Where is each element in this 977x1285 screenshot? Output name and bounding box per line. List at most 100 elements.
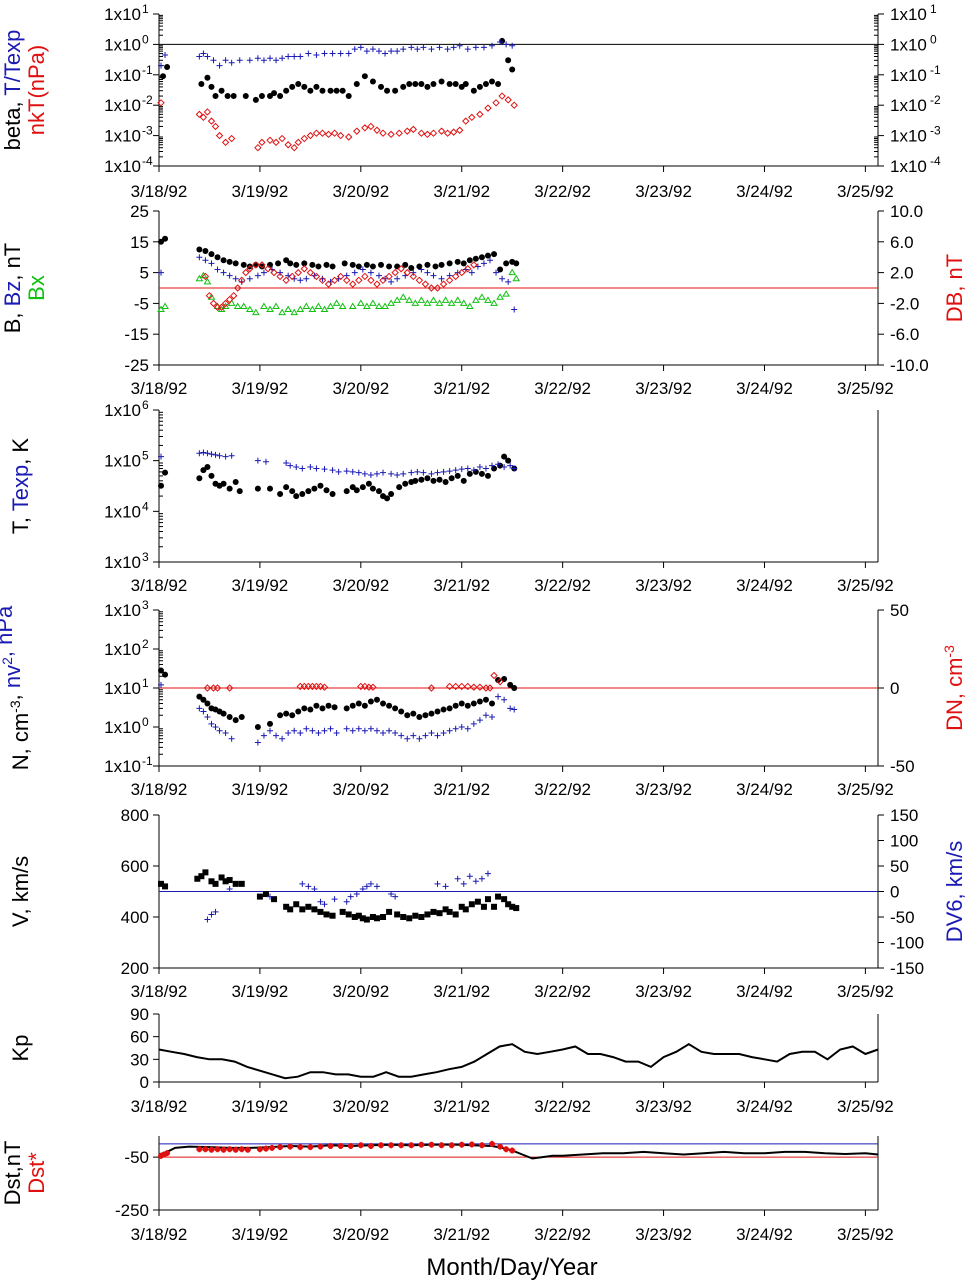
right-y-tick-label: 1x10 [890,96,927,115]
panel-n: 3/18/92 3/19/92 3/20/92 3/21/92 3/22/92 3/23/… [0,598,967,799]
panel-v: 3/18/92 3/19/92 3/20/92 3/21/92 3/22/92 3/23/… [8,806,967,1001]
data-point [304,682,313,691]
right-y-tick-label: 1x10 [890,66,927,85]
data-point [311,485,318,492]
x-tick-label: 3/24/92 [736,379,793,398]
data-point [293,261,300,268]
data-point [214,266,221,273]
series-1 [158,1140,516,1159]
data-point [472,255,479,262]
data-point [202,248,209,255]
data-point [470,700,477,707]
data-point [497,1143,504,1150]
right-y-tick-exponent: -3 [930,124,941,138]
data-point [430,80,437,87]
data-point [353,891,360,898]
data-point [234,284,242,292]
x-tick-label: 3/22/92 [534,1097,591,1116]
data-point [410,710,417,717]
data-point [312,129,321,137]
data-point [307,87,314,94]
data-point [272,302,280,309]
data-point [319,705,326,712]
data-point [277,712,284,719]
data-point [458,682,466,691]
data-point [254,724,261,730]
data-point [397,265,405,273]
data-point [318,129,327,137]
data-point [302,302,311,309]
x-tick-label: 3/20/92 [332,182,389,201]
data-point [158,482,165,489]
data-point [285,53,292,60]
y-axis-label: Kp [8,1035,33,1062]
y-tick-label: 1x10 [104,640,141,659]
data-point [357,44,364,51]
data-point [324,130,333,139]
x-tick-label: 3/20/92 [332,576,389,595]
data-point [238,714,245,721]
data-point [216,452,223,459]
data-point [484,870,491,877]
data-point [271,896,278,903]
data-point [200,50,207,57]
data-point [254,272,261,279]
data-point [343,725,350,732]
data-point [323,911,330,918]
data-point [369,263,376,270]
data-point [338,302,347,309]
data-point [502,290,511,297]
data-point [164,1150,171,1157]
data-point [362,302,371,309]
data-point [454,875,461,882]
data-point [387,130,395,139]
data-point [410,269,417,276]
data-point [375,302,383,309]
data-point [478,470,485,477]
data-point [291,53,298,60]
data-point [511,306,518,313]
y-tick-label: 30 [130,1050,149,1069]
x-tick-label: 3/22/92 [534,780,591,799]
data-point [296,682,304,691]
data-point [264,265,272,273]
data-point [284,141,292,149]
data-point [337,50,344,57]
data-point [236,57,243,64]
y-tick-exponent: 1 [142,676,149,690]
y-axis-label: beta, T/Texp [0,30,25,151]
data-point [369,299,377,306]
data-point [343,468,350,475]
data-point [490,671,498,680]
data-point [363,261,370,268]
x-tick-label: 3/18/92 [131,780,188,799]
data-point [327,1143,334,1150]
data-point [361,272,369,281]
x-tick-label: 3/20/92 [332,379,389,398]
data-point [329,263,336,270]
data-point [454,472,461,479]
data-point [321,50,328,57]
data-point [361,682,369,691]
data-point [440,730,447,737]
data-point [252,261,259,268]
data-point [361,470,368,477]
y-tick-label: 800 [121,806,149,825]
data-point [388,470,395,477]
series-0 [158,453,518,502]
data-point [355,276,363,285]
data-point [420,44,427,51]
y-tick-label: 400 [121,908,149,927]
data-point [277,93,284,100]
data-point [278,308,286,316]
data-point [464,465,471,472]
data-point [403,268,411,277]
data-point [406,80,413,87]
data-point [359,484,366,491]
data-point [458,466,465,473]
data-point [336,131,345,140]
data-point [311,885,318,892]
data-point [220,269,227,276]
data-point [162,883,169,890]
data-point [418,1141,425,1148]
